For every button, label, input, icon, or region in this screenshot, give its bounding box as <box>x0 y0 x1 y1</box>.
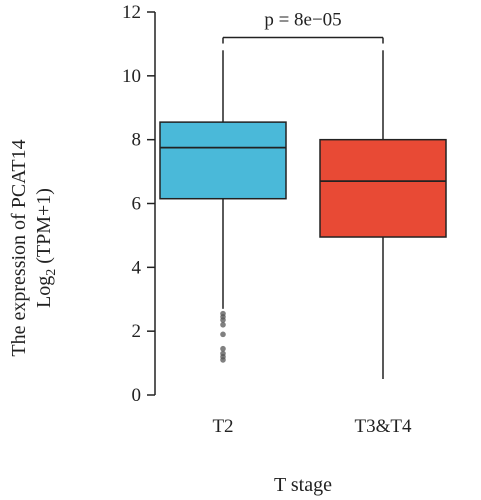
outlier-point <box>220 357 226 363</box>
box-t2 <box>159 121 287 200</box>
y-axis-label-log: Log <box>33 276 55 308</box>
y-tick-label: 12 <box>122 2 141 23</box>
y-tick-label: 2 <box>132 321 142 342</box>
y-tick-label: 10 <box>122 66 141 87</box>
y-axis-label: The expression of PCAT14 Log2 (TPM+1) <box>8 139 59 356</box>
y-tick-label: 4 <box>132 257 142 278</box>
outlier-point <box>220 331 226 338</box>
plot-area: 0 2 4 6 8 10 12 T2 T3&T4 p = 8e−05 <box>122 2 447 437</box>
x-axis-label: T stage <box>274 474 332 496</box>
x-tick-label: T2 <box>212 416 233 437</box>
y-tick-label: 0 <box>132 385 142 406</box>
y-axis-label-line1: The expression of PCAT14 <box>8 139 30 356</box>
x-tick-label: T3&T4 <box>355 416 412 437</box>
p-value-annotation: p = 8e−05 <box>264 10 341 31</box>
y-axis-label-unit: (TPM+1) <box>33 188 55 269</box>
y-axis-label-line2: Log2 (TPM+1) <box>33 188 59 308</box>
box-t3-t4 <box>319 138 447 238</box>
y-tick-label: 6 <box>132 194 142 215</box>
y-tick-label: 8 <box>132 130 142 151</box>
y-axis-label-subscript: 2 <box>44 269 59 276</box>
outlier-point <box>220 345 226 352</box>
outlier-point <box>220 321 226 328</box>
outlier-point <box>220 317 226 323</box>
